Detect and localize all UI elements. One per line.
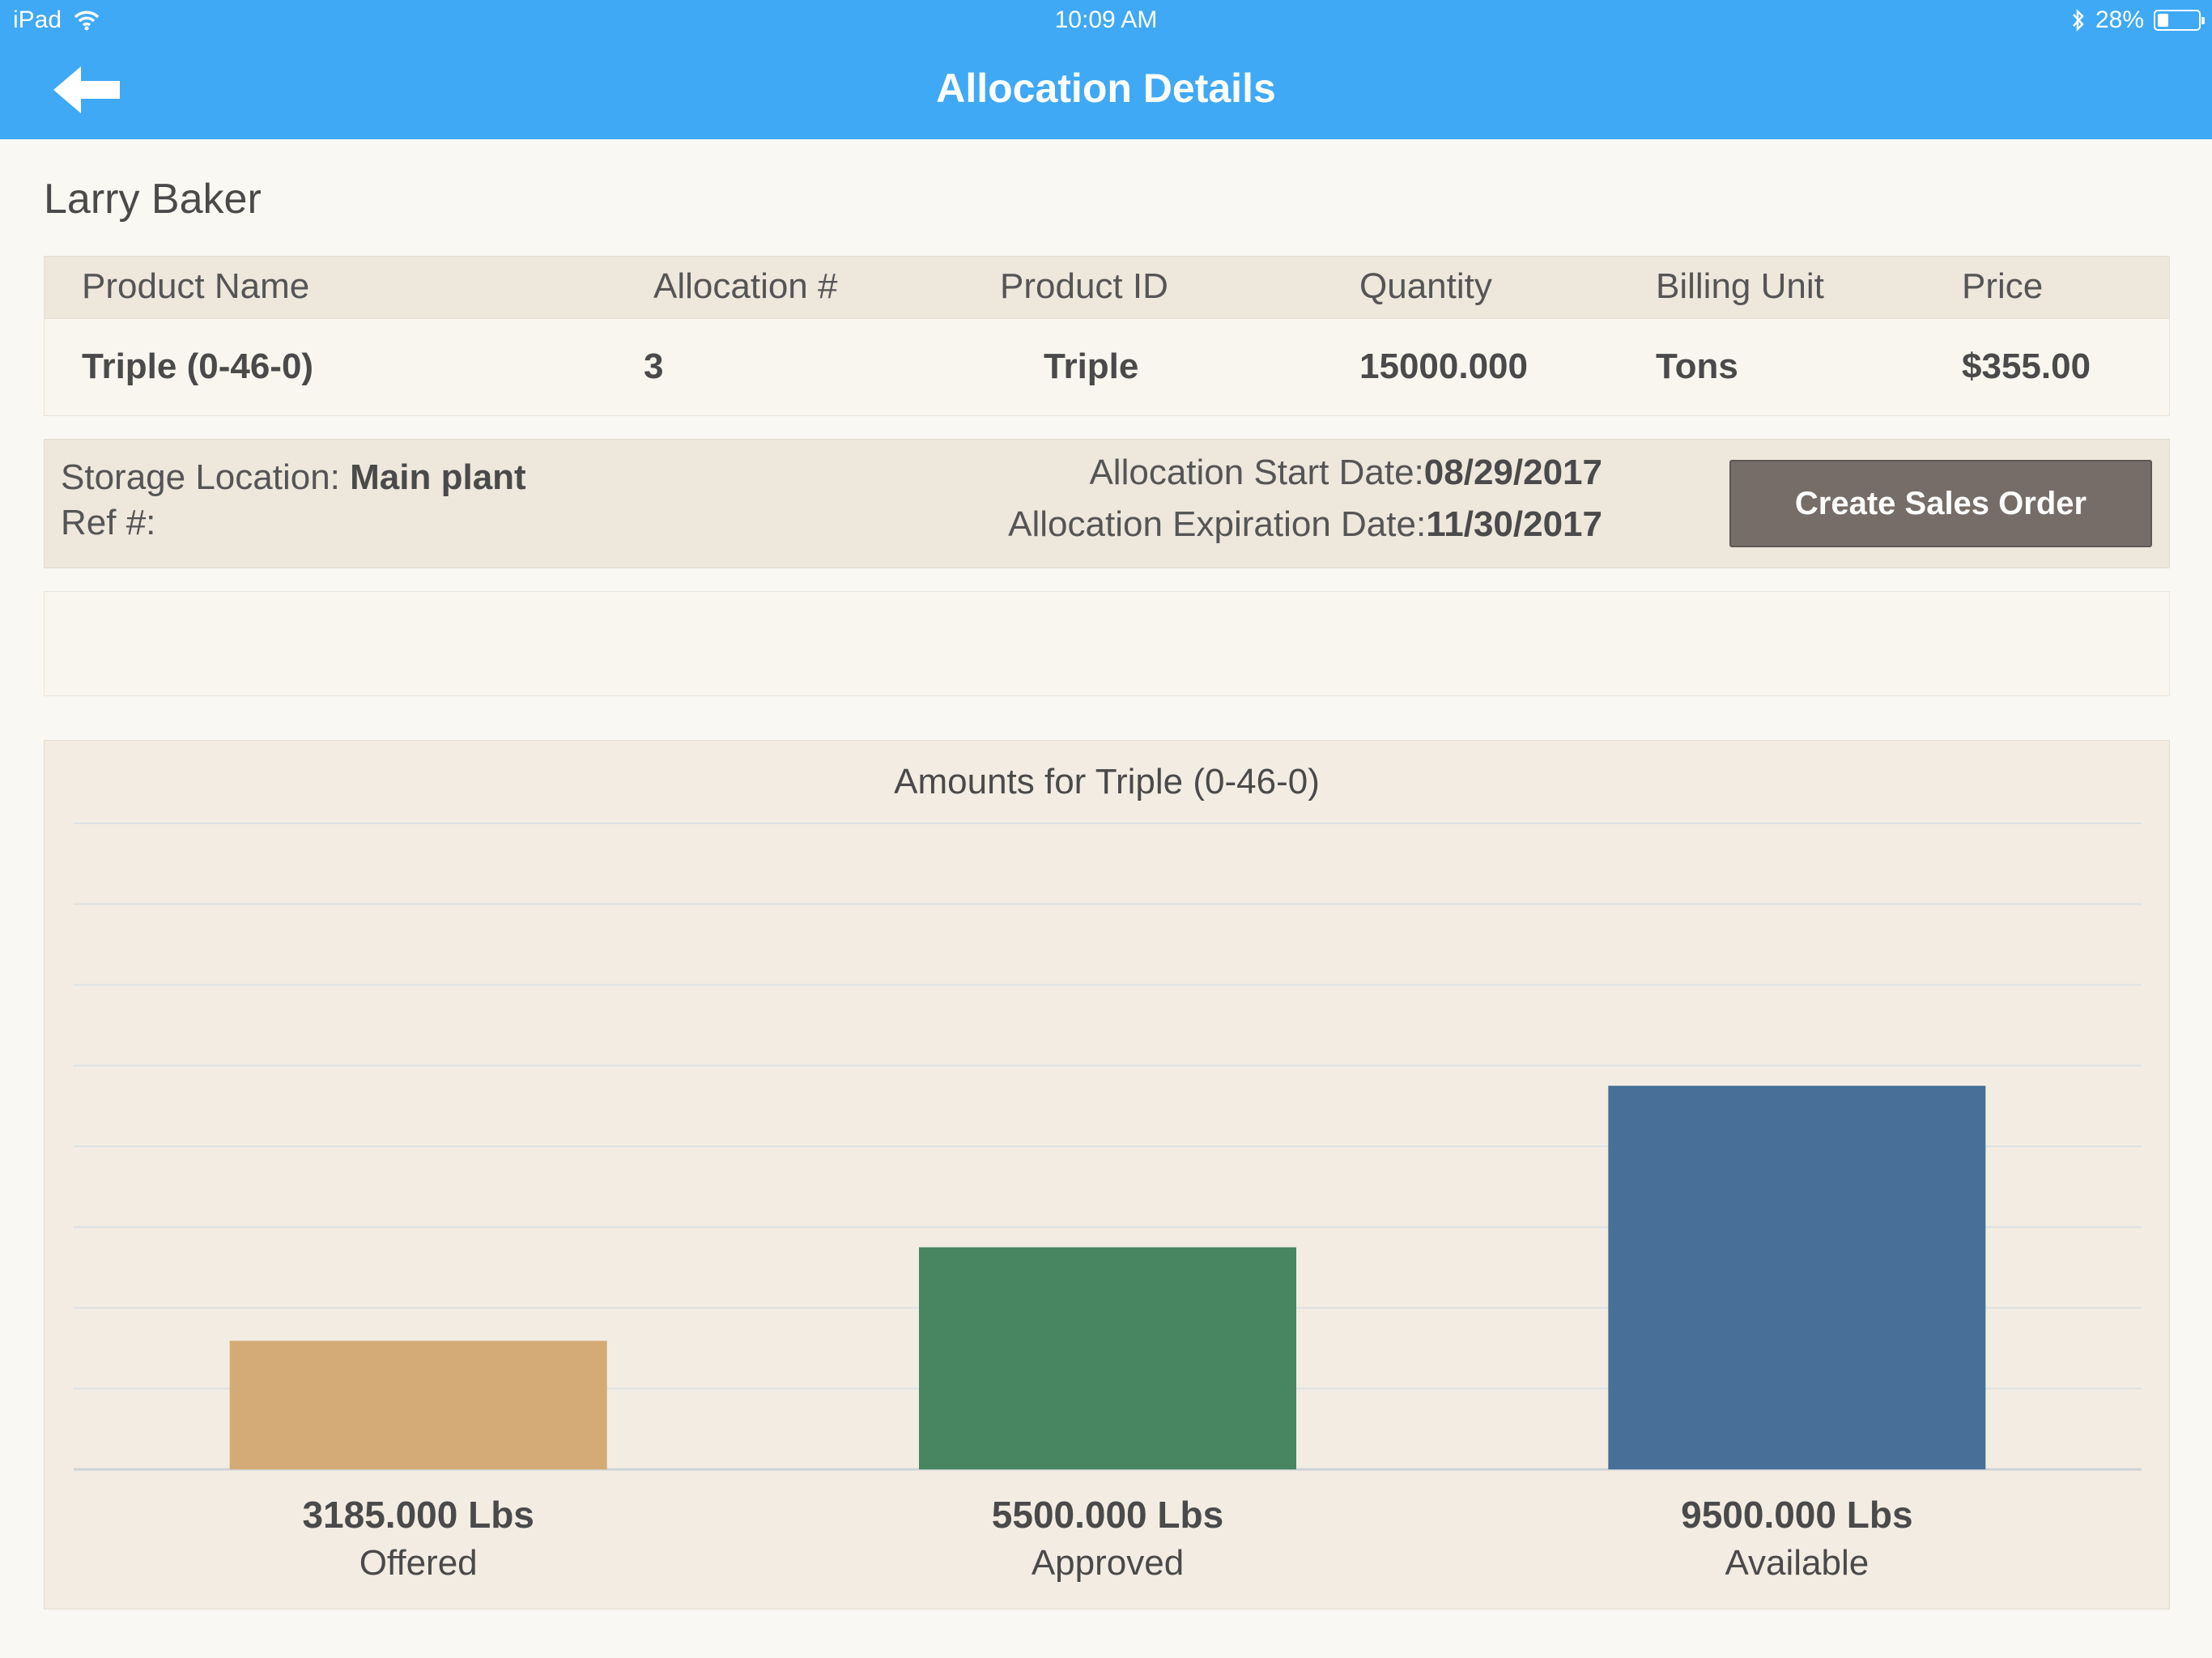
bar-value-label: 9500.000 Lbs: [1681, 1494, 1912, 1536]
status-right: 28%: [2071, 6, 2205, 34]
status-bar: iPad 10:09 AM 28%: [0, 0, 2212, 42]
status-time: 10:09 AM: [1054, 6, 1158, 33]
notes-panel: [44, 591, 2170, 696]
bar-available[interactable]: [1608, 1086, 1986, 1469]
bar-offered[interactable]: [229, 1341, 607, 1469]
cell-product-id: Triple: [1044, 346, 1139, 386]
ref-number: Ref #:: [61, 503, 155, 543]
cell-billing-unit: Tons: [1656, 346, 1738, 386]
header-allocation-number: Allocation #: [653, 266, 838, 306]
create-sales-order-button[interactable]: Create Sales Order: [1729, 460, 2152, 547]
bar-value-label: 3185.000 Lbs: [302, 1494, 534, 1536]
battery-icon: [2154, 10, 2205, 31]
page-title: Allocation Details: [936, 66, 1276, 111]
allocation-expiration-date: Allocation Expiration Date:11/30/2017: [1008, 504, 1602, 545]
wifi-icon: [74, 11, 100, 31]
cell-quantity: 15000.000: [1359, 346, 1528, 386]
nav-bar: Allocation Details: [0, 42, 2212, 139]
battery-fill: [2158, 14, 2168, 27]
device-label: iPad: [13, 6, 62, 33]
start-date-label: Allocation Start Date:: [1089, 453, 1424, 492]
storage-location: Storage Location: Main plant: [61, 457, 526, 498]
allocation-start-date: Allocation Start Date:08/29/2017: [1089, 453, 1602, 493]
bar-value-label: 5500.000 Lbs: [992, 1494, 1223, 1536]
storage-location-value: Main plant: [350, 457, 526, 497]
bar-approved[interactable]: [919, 1247, 1296, 1469]
cell-allocation-number: 3: [644, 346, 664, 386]
expiration-date-value: 11/30/2017: [1426, 504, 1602, 544]
header-price: Price: [1962, 266, 2044, 306]
status-left: iPad: [13, 6, 100, 34]
bluetooth-icon: [2073, 8, 2084, 32]
back-button[interactable]: [50, 62, 123, 118]
header-product-name: Product Name: [82, 266, 310, 306]
table-header: Product Name Allocation # Product ID Qua…: [44, 256, 2170, 319]
cell-price: $355.00: [1962, 346, 2091, 386]
chart-panel: 3185.000 Lbs Offered 5500.000 Lbs Approved 9…: [44, 740, 2170, 1609]
back-arrow-icon: [53, 66, 120, 113]
header-quantity: Quantity: [1359, 266, 1492, 306]
bar-category-label: Approved: [1032, 1543, 1184, 1583]
customer-name: Larry Baker: [44, 176, 262, 223]
ref-number-label: Ref #:: [61, 503, 156, 542]
expiration-date-label: Allocation Expiration Date:: [1008, 504, 1427, 544]
start-date-value: 08/29/2017: [1423, 453, 1602, 492]
bar-chart: 3185.000 Lbs Offered 5500.000 Lbs Approved 9…: [74, 823, 2142, 1583]
chart-title: Amounts for Triple (0-46-0): [894, 762, 1320, 801]
bar-category-label: Available: [1725, 1543, 1869, 1583]
header-product-id: Product ID: [1000, 266, 1168, 306]
bar-category-label: Offered: [359, 1543, 478, 1583]
battery-percent: 28%: [2095, 6, 2144, 33]
cell-product-name: Triple (0-46-0): [82, 346, 314, 386]
header-billing-unit: Billing Unit: [1656, 266, 1824, 306]
storage-location-label: Storage Location:: [61, 457, 340, 497]
table-row[interactable]: Triple (0-46-0) 3 Triple 15000.000 Tons …: [44, 319, 2170, 416]
